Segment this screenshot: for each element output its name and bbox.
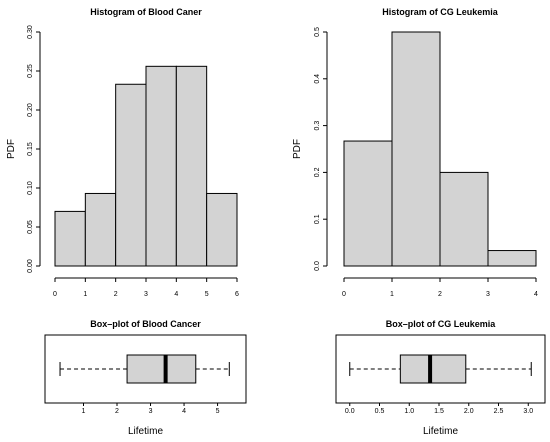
y-tick-label: 0.10 [27,181,34,195]
histogram-bar [115,83,147,267]
x-tick-label: 1.5 [434,408,444,415]
y-tick-label: 0.30 [27,25,34,39]
x-tick-label: 3 [149,408,153,415]
x-tick-label: 3 [144,291,148,298]
plot-frame [335,334,546,404]
histogram-1 [36,31,238,282]
y-tick-label: 0.05 [27,220,34,234]
y-tick-label: 0.15 [27,142,34,156]
histogram-bar [84,192,117,267]
x-tick-label: 2 [438,291,442,298]
x-tick-label: 1 [83,291,87,298]
x-tick-label: 0 [53,291,57,298]
x-tick-label: 3 [486,291,490,298]
x-tick-label: 4 [182,408,186,415]
histogram-bar [487,250,537,267]
histogram-bar [391,31,441,267]
iqr-box [399,354,467,384]
histogram-bar [175,65,208,267]
x-tick-label: 0 [342,291,346,298]
chart-title: Histogram of Blood Caner [90,7,202,17]
x-tick-label: 3.0 [523,408,533,415]
boxplot-1 [44,334,247,406]
x-tick-label: 1.0 [404,408,414,415]
x-axis-label: Lifetime [128,426,163,437]
histogram-bar [343,140,393,267]
chart-title: Box–plot of Blood Cancer [90,319,201,329]
y-tick-label: 0.3 [314,121,321,131]
x-tick-label: 2 [115,408,119,415]
y-tick-label: 0.0 [314,261,321,271]
chart-title: Histogram of CG Leukemia [382,7,499,17]
histogram-bar [145,65,177,267]
plot-frame [44,334,247,404]
x-tick-label: 5 [216,408,220,415]
y-tick-label: 0.4 [314,74,321,84]
iqr-box [126,354,197,384]
x-tick-label: 2.5 [494,408,504,415]
histogram-bar [439,171,489,267]
y-tick-label: 0.20 [27,103,34,117]
boxplot-2 [335,334,546,406]
x-tick-label: 0.5 [375,408,385,415]
chart-title: Box–plot of CG Leukemia [386,319,497,329]
x-tick-label: 0.0 [345,408,355,415]
y-tick-label: 0.25 [27,64,34,78]
x-tick-label: 2.0 [464,408,474,415]
x-axis-label: Lifetime [423,426,458,437]
x-tick-label: 1 [390,291,394,298]
x-tick-label: 6 [235,291,239,298]
y-tick-label: 0.00 [27,259,34,273]
y-tick-label: 0.2 [314,167,321,177]
x-tick-label: 5 [205,291,209,298]
y-axis-label: PDF [6,139,17,159]
x-tick-label: 1 [82,408,86,415]
y-tick-label: 0.5 [314,27,321,37]
x-tick-label: 4 [534,291,538,298]
x-tick-label: 4 [174,291,178,298]
x-tick-label: 2 [114,291,118,298]
histogram-bar [54,210,86,267]
histogram-2 [323,31,537,282]
y-axis-label: PDF [292,139,303,159]
histogram-bar [206,192,238,267]
y-tick-label: 0.1 [314,214,321,224]
